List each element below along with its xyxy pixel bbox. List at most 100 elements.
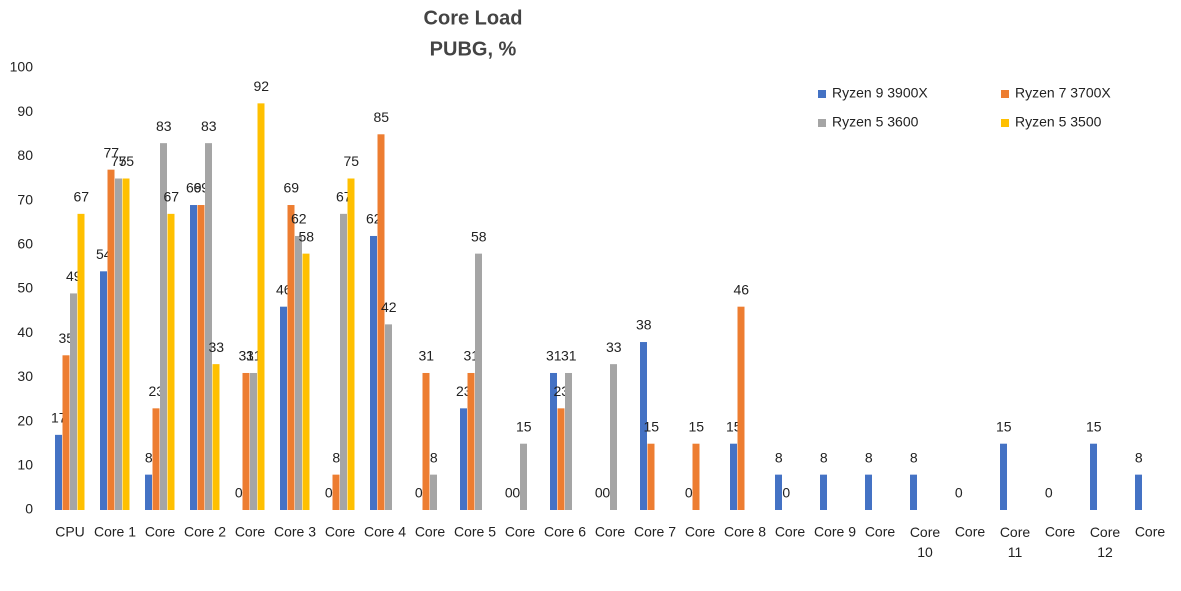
bar: [287, 205, 295, 510]
bar: [377, 134, 385, 511]
data-label: 31: [418, 348, 434, 364]
data-label: 33: [606, 339, 622, 355]
x-tick-label: Core: [235, 524, 266, 540]
data-label: 8: [1135, 449, 1143, 465]
data-label: 8: [775, 449, 783, 465]
bar: [62, 355, 70, 510]
x-tick-label-line: 11: [1008, 544, 1023, 560]
bar: [212, 364, 220, 510]
x-tick-label: Core: [1135, 524, 1166, 540]
x-tick-label: Core 5: [454, 524, 496, 540]
data-label: 15: [1086, 418, 1102, 434]
legend-label: Ryzen 5 3600: [832, 114, 919, 130]
bar: [475, 253, 482, 510]
bar: [190, 205, 197, 510]
legend-swatch: [1001, 119, 1009, 127]
bar: [205, 143, 212, 510]
x-tick-label: Core: [955, 524, 986, 540]
bar: [1090, 443, 1097, 510]
bar: [250, 372, 257, 510]
x-tick-label-line: Core: [1000, 524, 1031, 540]
bar: [160, 143, 167, 510]
bar: [557, 408, 565, 510]
bar: [77, 213, 85, 511]
y-tick-label: 70: [17, 191, 33, 207]
x-tick-label: Core: [1045, 524, 1076, 540]
bar: [910, 474, 917, 510]
x-tick-label: Core 11: [1000, 524, 1031, 560]
x-tick-label: CPU: [55, 524, 85, 540]
data-label: 0: [955, 485, 963, 501]
data-label: 15: [996, 418, 1012, 434]
bar: [280, 306, 287, 510]
data-label: 77: [103, 144, 119, 160]
data-label: 83: [156, 118, 172, 134]
x-tick-label: Core: [775, 524, 806, 540]
bar: [692, 443, 700, 510]
bar: [865, 474, 872, 510]
y-tick-label: 60: [17, 236, 33, 252]
bar: [1135, 474, 1142, 510]
data-label: 38: [636, 317, 652, 333]
data-label: 92: [253, 78, 269, 94]
x-tick-label-line: 10: [917, 544, 933, 560]
x-tick-label: Core: [415, 524, 446, 540]
legend-label: Ryzen 5 3500: [1015, 114, 1102, 130]
bar: [467, 372, 475, 510]
data-label: 58: [471, 228, 487, 244]
x-tick-label: Core 6: [544, 524, 586, 540]
bar: [430, 474, 437, 510]
x-tick-label: Core: [685, 524, 716, 540]
data-label: 15: [643, 418, 659, 434]
bar: [520, 443, 527, 510]
bar: [550, 372, 557, 510]
x-tick-label-line: Core: [910, 524, 941, 540]
bar: [370, 235, 377, 510]
data-label: 75: [343, 153, 359, 169]
legend-swatch: [818, 119, 826, 127]
chart-subtitle: PUBG, %: [430, 38, 517, 60]
chart-title: Core Load: [424, 7, 523, 29]
x-tick-label: Core: [505, 524, 536, 540]
data-label: 8: [820, 449, 828, 465]
data-label: 0: [512, 485, 520, 501]
x-tick-label-line: 12: [1097, 544, 1113, 560]
data-label: 46: [733, 281, 749, 297]
bar: [347, 178, 355, 510]
x-tick-label: Core 9: [814, 524, 856, 540]
x-tick-label: Core: [595, 524, 626, 540]
data-label: 0: [235, 485, 243, 501]
y-tick-label: 30: [17, 368, 33, 384]
bar: [115, 178, 122, 510]
y-tick-label: 20: [17, 412, 33, 428]
data-label: 75: [118, 153, 134, 169]
bar: [610, 364, 617, 510]
y-tick-label: 10: [17, 457, 33, 473]
data-label: 8: [145, 449, 153, 465]
x-tick-label: Core 12: [1090, 524, 1121, 560]
bar: [385, 324, 392, 510]
data-label: 31: [238, 348, 254, 364]
data-label: 85: [373, 109, 389, 125]
x-tick-label-line: Core: [1090, 524, 1121, 540]
data-label: 69: [186, 180, 202, 196]
data-label: 0: [325, 485, 333, 501]
data-label: 0: [685, 485, 693, 501]
bar: [302, 253, 310, 510]
bar: [460, 408, 467, 510]
data-label: 0: [595, 485, 603, 501]
data-label: 67: [163, 189, 179, 205]
bar: [257, 103, 265, 511]
bar: [422, 372, 430, 510]
legend-label: Ryzen 7 3700X: [1015, 85, 1111, 101]
bar: [242, 372, 250, 510]
x-tick-label: Core 2: [184, 524, 226, 540]
data-label: 69: [283, 180, 299, 196]
data-label: 0: [505, 485, 513, 501]
bar: [167, 213, 175, 511]
bar: [647, 443, 655, 510]
bar: [565, 372, 572, 510]
bar: [100, 271, 107, 510]
x-tick-label: Core: [145, 524, 176, 540]
